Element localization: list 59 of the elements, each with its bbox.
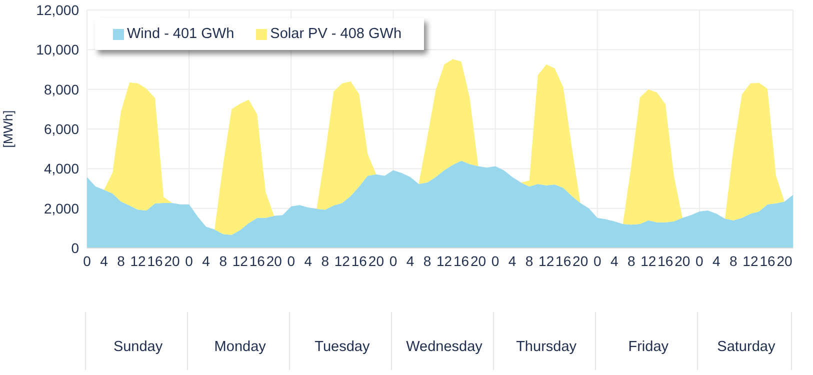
x-tick-label: 0 <box>696 252 704 269</box>
x-tick-label: 4 <box>304 252 312 269</box>
y-axis-title: [MWh] <box>0 110 16 148</box>
x-tick-label: 0 <box>287 252 296 269</box>
x-tick-label: 12 <box>436 252 452 269</box>
x-tick-label: 12 <box>130 252 146 269</box>
x-tick-label: 12 <box>742 252 758 269</box>
x-tick-label: 8 <box>117 252 126 269</box>
x-tick-label: 0 <box>593 252 602 269</box>
x-tick-label: 4 <box>712 252 721 269</box>
x-tick-label: 16 <box>147 252 164 269</box>
y-tick-label: 0 <box>71 240 80 256</box>
x-tick-label: 4 <box>508 252 516 269</box>
y-tick-label: 6,000 <box>44 120 80 137</box>
y-tick-label: 4,000 <box>44 160 80 177</box>
x-tick-label: 8 <box>219 252 228 269</box>
x-tick-label: 8 <box>423 252 432 269</box>
text: Saturday <box>716 339 776 355</box>
x-tick-label: 8 <box>525 252 534 269</box>
text: Sunday <box>112 339 164 355</box>
x-tick-label: 16 <box>249 252 266 269</box>
x-tick-label: 20 <box>572 252 588 269</box>
x-tick-label: 0 <box>389 252 398 269</box>
x-tick-label: 4 <box>610 252 618 269</box>
x-tick-label: 12 <box>232 252 248 269</box>
x-tick-label: 20 <box>164 252 180 269</box>
x-tick-label: 0 <box>83 252 92 269</box>
x-tick-label: 16 <box>556 252 572 269</box>
x-tick-label: 16 <box>658 252 674 269</box>
legend-label: Wind - 401 GWh <box>126 26 234 42</box>
x-tick-label: 20 <box>470 252 486 269</box>
x-tick-label: 8 <box>730 252 738 269</box>
x-tick-label: 8 <box>627 252 636 269</box>
x-tick-label: 8 <box>321 252 330 269</box>
text: Wednesday <box>405 339 484 355</box>
x-tick-label: 20 <box>776 252 792 269</box>
text: Tuesday <box>314 339 371 355</box>
y-tick-label: 10,000 <box>36 42 80 58</box>
x-tick-label: 0 <box>491 252 500 269</box>
x-tick-label: 4 <box>406 252 414 269</box>
x-tick-label: 4 <box>100 252 108 269</box>
x-tick-label: 12 <box>640 252 656 269</box>
x-tick-label: 16 <box>760 252 776 269</box>
legend-label: Solar PV - 408 GWh <box>269 26 402 42</box>
x-tick-label: 20 <box>674 252 690 269</box>
x-tick-label: 4 <box>202 252 210 269</box>
x-tick-label: 12 <box>538 252 554 269</box>
text: Friday <box>627 339 670 355</box>
x-tick-label: 16 <box>351 252 368 269</box>
y-tick-label: 8,000 <box>44 81 80 98</box>
y-tick-label: 12,000 <box>36 2 80 18</box>
x-tick-label: 0 <box>185 252 194 269</box>
text: Monday <box>213 339 267 355</box>
y-tick-label: 2,000 <box>44 200 80 216</box>
x-tick-label: 12 <box>334 252 350 269</box>
x-tick-label: 20 <box>266 252 282 269</box>
text: Thursday <box>515 339 578 355</box>
x-tick-label: 16 <box>453 252 470 269</box>
x-tick-label: 20 <box>368 252 384 269</box>
